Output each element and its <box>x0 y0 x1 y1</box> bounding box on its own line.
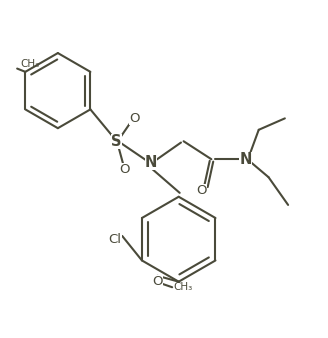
Text: N: N <box>239 152 252 167</box>
Text: S: S <box>112 134 122 149</box>
Text: O: O <box>152 275 163 288</box>
Text: N: N <box>145 155 157 170</box>
Text: CH₃: CH₃ <box>174 282 193 292</box>
Text: O: O <box>196 184 207 197</box>
Text: CH₃: CH₃ <box>20 59 40 70</box>
Text: Cl: Cl <box>109 233 121 246</box>
Text: O: O <box>120 163 130 175</box>
Text: O: O <box>129 112 140 125</box>
